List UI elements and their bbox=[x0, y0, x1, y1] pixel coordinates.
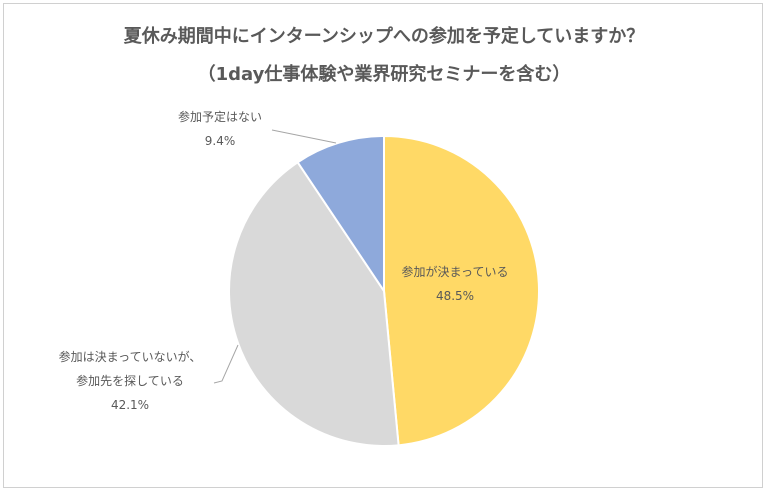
slice-label-text: 参加が決まっている bbox=[401, 265, 509, 279]
slice-label-text: 参加先を探している bbox=[76, 374, 184, 388]
slice-value: 48.5% bbox=[435, 289, 475, 303]
chart-frame bbox=[3, 3, 763, 488]
slice-value: 42.1% bbox=[110, 398, 150, 412]
leader-line-none bbox=[271, 129, 337, 144]
slice-label-text: 参加予定はない bbox=[177, 110, 262, 124]
slice-label-none: 参加予定はない 9.4% bbox=[165, 105, 275, 153]
chart-title: 夏休み期間中にインターンシップへの参加を予定していますか？ bbox=[123, 26, 645, 47]
pie-slice-decided bbox=[383, 134, 540, 447]
pie-slice-none bbox=[296, 134, 385, 295]
slice-value: 9.4% bbox=[204, 134, 236, 148]
slice-label-text: 参加は決まっていないが、 bbox=[58, 350, 202, 364]
pie-slice-searching bbox=[228, 160, 400, 447]
slice-label-decided: 参加が決まっている 48.5% bbox=[400, 260, 510, 308]
chart-subtitle: （1day仕事体験や業界研究セミナーを含む） bbox=[197, 64, 571, 85]
leader-line-searching bbox=[213, 344, 239, 384]
slice-label-searching: 参加は決まっていないが、 参加先を探している 42.1% bbox=[50, 345, 210, 417]
